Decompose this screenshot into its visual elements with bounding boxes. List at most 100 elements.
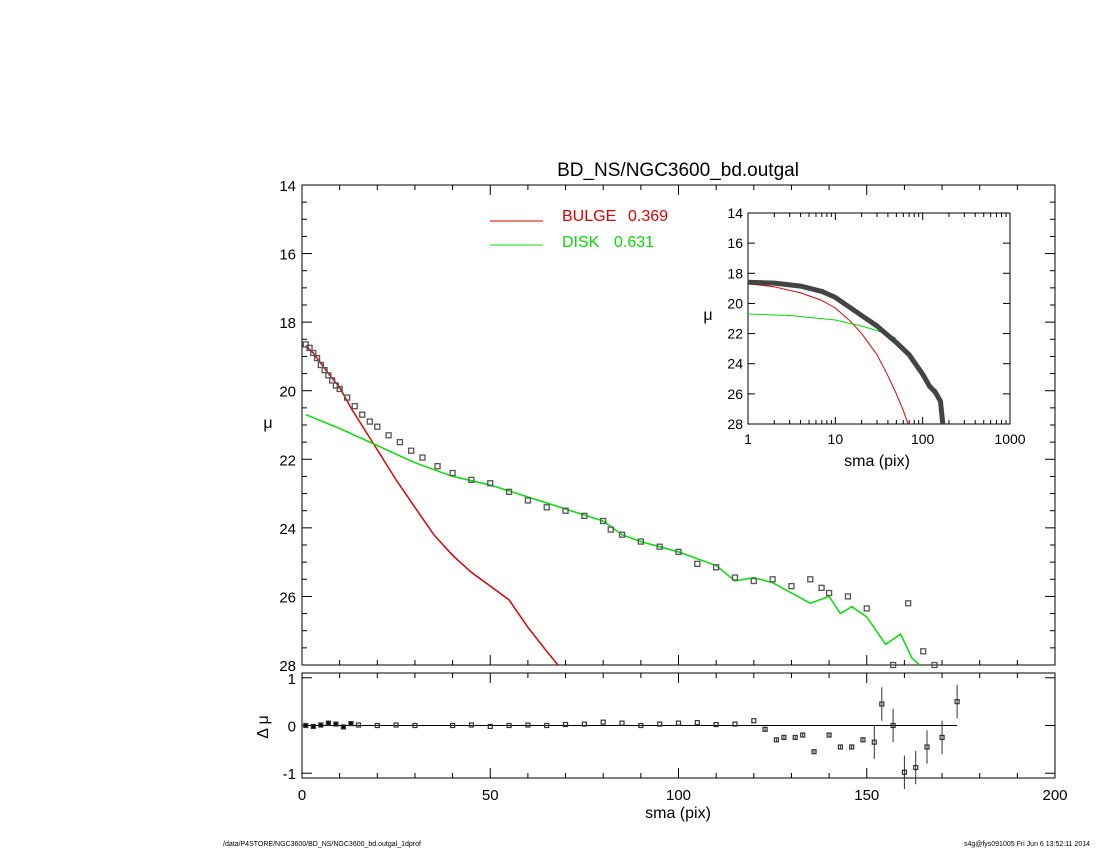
residual-point-marker: [638, 722, 644, 729]
data-point-marker: [366, 418, 373, 425]
residual-point-marker: [393, 722, 399, 728]
data-point-marker: [359, 411, 366, 418]
residual-point-marker: [544, 722, 550, 729]
data-point-marker: [607, 526, 614, 533]
data-point-marker: [419, 454, 426, 461]
x-tick-label: 150: [854, 787, 879, 804]
data-point-marker: [524, 497, 532, 504]
data-point-marker: [675, 548, 682, 556]
x-axis-label: sma (pix): [645, 805, 711, 822]
data-point-marker: [310, 349, 317, 357]
data-point-marker: [825, 589, 833, 597]
residual-point-marker: [303, 722, 309, 729]
residual-point-marker: [581, 721, 587, 727]
data-point-marker: [637, 538, 644, 545]
data-point-marker: [332, 382, 340, 389]
inset-series-line-data: [747, 279, 946, 425]
data-point-marker: [351, 402, 358, 410]
data-point-marker: [328, 377, 336, 384]
x-tick-label: 0: [298, 787, 306, 804]
residual-point-marker: [600, 719, 606, 725]
residual-point-marker: [374, 722, 380, 729]
data-point-marker: [302, 341, 309, 348]
residual-point-marker: [355, 722, 362, 728]
data-point-marker: [694, 560, 701, 568]
data-point-marker: [306, 344, 313, 352]
residual-point-marker: [333, 721, 339, 727]
data-point-marker: [408, 447, 415, 454]
inset-y-tick-label: 18: [727, 265, 743, 281]
data-point-marker: [344, 394, 351, 401]
main-axis-ticks: [301, 184, 1056, 666]
residual-point-marker: [954, 699, 960, 705]
footer-file-path: /data/P4STORE/NGC3600/BD_NS/NGC3600_bd.o…: [223, 841, 421, 848]
residual-point-marker: [890, 722, 896, 729]
data-point-marker: [468, 476, 475, 484]
data-point-marker: [449, 469, 456, 477]
residual-point-marker: [811, 749, 817, 755]
residual-point-marker: [325, 720, 331, 726]
chart-title: BD_NS/NGC3600_bd.outgal: [557, 160, 799, 181]
residual-point-marker: [781, 734, 787, 741]
data-point-marker: [931, 661, 938, 669]
residual-point-marker: [506, 722, 512, 729]
main-y-tick-label: 26: [279, 589, 296, 606]
inset-panel: 14 16 18 20 22 24 26 281 10 100 1000 μ sma (pix): [703, 205, 1025, 470]
inset-axis-ticks: 14 16 18 20 22 24 26 281 10 100 1000: [727, 205, 1025, 447]
data-point-marker: [487, 480, 494, 487]
data-point-marker: [788, 582, 795, 590]
data-point-marker: [618, 531, 626, 538]
x-tick-label: 200: [1042, 787, 1067, 804]
inset-series-group: [747, 279, 946, 425]
residual-point-marker: [751, 718, 757, 724]
residual-series-group: [302, 684, 960, 789]
residual-point-marker: [340, 724, 347, 730]
series-line-bulge: [305, 345, 559, 666]
legend-label-disk: DISK: [562, 234, 600, 251]
x-tick-label: 50: [482, 787, 499, 804]
residual-point-marker: [732, 721, 738, 727]
inset-y-tick-label: 22: [727, 326, 743, 342]
data-point-marker: [807, 576, 814, 583]
inset-y-tick-label: 26: [727, 386, 743, 402]
inset-x-tick-label: 100: [911, 431, 935, 447]
residual-point-marker: [675, 720, 682, 726]
residual-point-marker: [348, 720, 354, 727]
data-point-marker: [325, 372, 332, 379]
residual-y-tick-label: 0: [288, 719, 296, 736]
data-point-marker: [336, 385, 343, 393]
inset-series-line-bulge: [747, 283, 909, 425]
residual-point-marker: [694, 720, 700, 726]
residual-point-marker: [913, 764, 919, 771]
data-point-marker: [750, 577, 757, 585]
residual-point-marker: [800, 732, 806, 738]
main-y-tick-label: 20: [279, 384, 296, 401]
data-point-marker: [818, 584, 825, 592]
data-point-marker: [863, 605, 870, 612]
residual-point-marker: [450, 722, 456, 729]
residual-point-marker: [826, 732, 832, 738]
data-point-marker: [543, 504, 550, 511]
inset-x-tick-label: 10: [828, 431, 844, 447]
inset-y-tick-label: 24: [727, 356, 743, 372]
residual-point-marker: [562, 721, 569, 728]
footer-timestamp: s4g@fys091005 Fri Jun 6 13:52:11 2014: [963, 841, 1090, 848]
residual-point-marker: [837, 744, 843, 750]
data-point-marker: [374, 423, 381, 430]
legend-value-disk: 0.631: [614, 234, 654, 251]
residual-point-marker: [713, 721, 719, 728]
data-point-marker: [581, 512, 588, 520]
residual-y-tick-label: 1: [288, 671, 296, 688]
main-y-tick-label: 18: [279, 315, 296, 332]
residual-point-marker: [939, 734, 945, 741]
data-point-marker: [844, 593, 852, 600]
data-point-marker: [313, 354, 321, 362]
data-point-marker: [317, 361, 324, 369]
series-line-disk: [305, 414, 921, 666]
main-y-tick-labels: 14 16 18 20 22 24 26 28: [279, 178, 296, 675]
residual-point-marker: [468, 722, 475, 728]
data-point-marker: [889, 661, 897, 669]
main-panel: 14 16 18 20 22 24 26 28 μ BULGE 0.369 DISK 0.63…: [263, 178, 1056, 675]
